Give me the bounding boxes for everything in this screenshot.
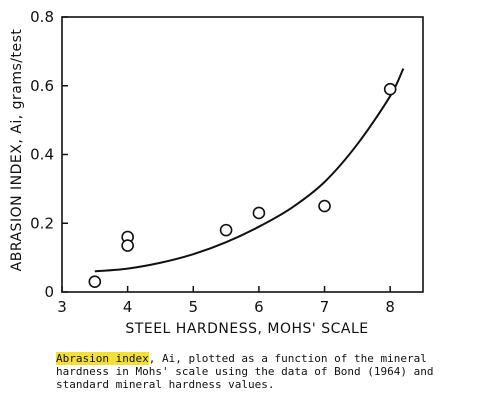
data-point bbox=[318, 199, 331, 213]
y-tick-label: 0.2 bbox=[30, 214, 54, 232]
x-tick-label: 5 bbox=[188, 298, 198, 316]
y-axis-ticks: 0 0.2 0.4 0.6 0.8 bbox=[30, 8, 68, 301]
x-axis-ticks: 3 4 5 6 7 8 bbox=[57, 286, 395, 316]
x-tick-label: 4 bbox=[123, 298, 133, 316]
caption-highlight: Abrasion index bbox=[56, 352, 149, 365]
fit-curve bbox=[94, 68, 405, 273]
x-tick-label: 8 bbox=[385, 298, 395, 316]
y-tick-label: 0 bbox=[44, 283, 54, 301]
data-point bbox=[219, 223, 233, 237]
caption-text: , Ai, plotted as a function of the miner… bbox=[56, 352, 434, 391]
plot-frame bbox=[61, 16, 424, 293]
x-tick-label: 3 bbox=[57, 298, 67, 316]
y-tick-label: 0.6 bbox=[30, 77, 54, 95]
y-axis-title: ABRASION INDEX, Ai, grams/test bbox=[9, 29, 25, 272]
data-point bbox=[383, 82, 397, 96]
x-tick-label: 7 bbox=[320, 298, 330, 316]
x-axis-title: STEEL HARDNESS, MOHS' SCALE bbox=[125, 321, 368, 337]
data-points bbox=[88, 82, 397, 288]
y-tick-label: 0.8 bbox=[30, 8, 54, 26]
x-tick-label: 6 bbox=[254, 298, 264, 316]
data-point bbox=[252, 206, 266, 220]
data-point bbox=[88, 275, 102, 288]
chart: 3 4 5 6 7 8 0 0.2 0.4 0.6 0.8 STEEL HARDNESS, MOH… bbox=[9, 8, 424, 337]
data-point bbox=[121, 239, 134, 252]
y-tick-label: 0.4 bbox=[30, 146, 54, 164]
figure-caption: Abrasion index, Ai, plotted as a functio… bbox=[56, 352, 456, 391]
